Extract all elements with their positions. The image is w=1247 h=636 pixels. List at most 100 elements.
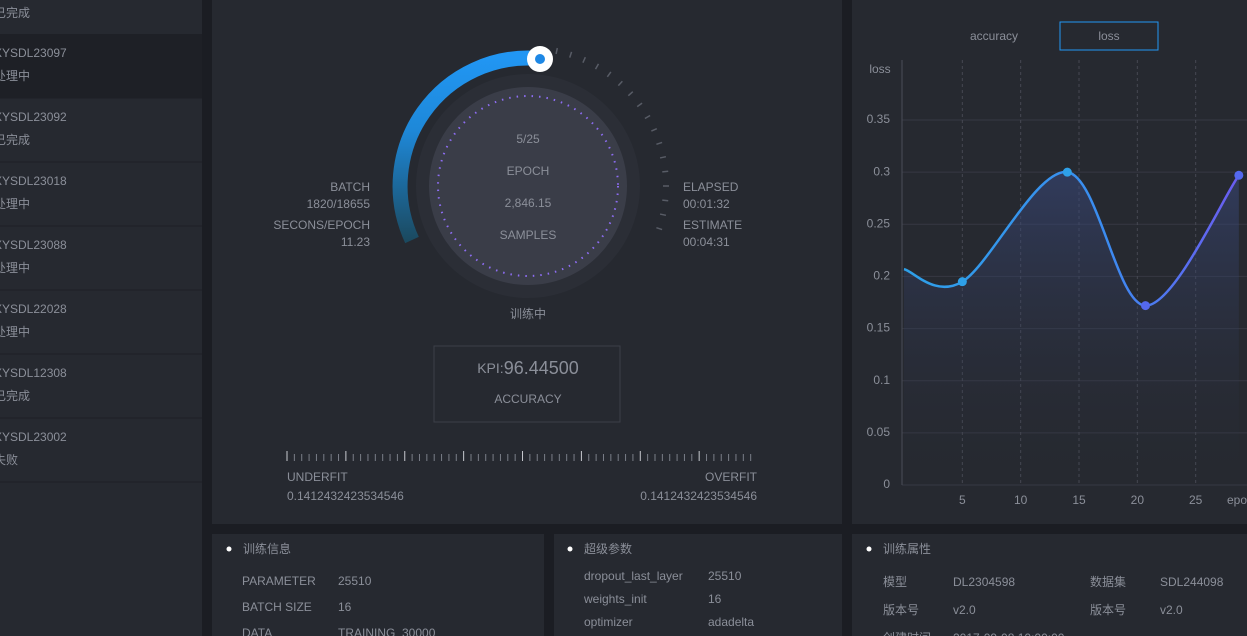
gauge-knob-dot	[535, 54, 545, 64]
gauge-tick	[617, 80, 623, 87]
gauge-tick	[582, 56, 587, 63]
attrs-panel	[852, 534, 1247, 636]
field-value: v2.0	[1160, 603, 1183, 617]
stat-label: BATCH	[330, 180, 370, 194]
epoch: 5/25	[516, 132, 540, 146]
stat-label: ESTIMATE	[683, 218, 742, 232]
field-label: 版本号	[1090, 603, 1126, 617]
task-panel	[0, 0, 202, 636]
task-id: XYSDL22028	[0, 302, 67, 316]
kpi: KPI:96.44500	[477, 358, 579, 378]
field-label: PARAMETER	[242, 574, 316, 588]
task-status: 已完成	[0, 132, 30, 147]
panel-title: 超级参数	[584, 541, 632, 556]
kpi-value: 96.44500	[504, 358, 579, 378]
x-tick-label: 5	[959, 493, 966, 507]
field-value: SDL244098	[1160, 575, 1224, 589]
stat-value: 1820/18655	[307, 197, 371, 211]
kpi-prefix: KPI:	[477, 360, 503, 376]
loss-chart: loss 0 0.05 0.1 0.15 0.2 0.25 0.3 0.35 5 10 15 20 25 e…	[867, 60, 1247, 507]
task-id: XYSDL23088	[0, 238, 67, 252]
gauge-face	[429, 87, 627, 285]
loss-point	[1141, 301, 1150, 311]
field-label: 创建时间	[883, 631, 931, 636]
y-tick-label: 0.2	[873, 269, 890, 283]
field-label: weights_init	[583, 592, 647, 606]
field-label: 版本号	[883, 603, 919, 617]
loss-point	[1234, 170, 1244, 180]
gauge	[392, 46, 640, 298]
y-tick-label: 0.1	[873, 373, 890, 387]
task-status: 处理中	[0, 324, 30, 339]
gauge-tick	[659, 213, 667, 217]
task-id: XYSDL23097	[0, 46, 67, 60]
x-tick-label: 10	[1014, 493, 1028, 507]
field-label: dropout_last_layer	[584, 569, 683, 583]
field-value: 25510	[338, 574, 372, 588]
gauge-tick	[659, 155, 667, 159]
task-status: 失败	[0, 452, 18, 467]
gauge-tick	[656, 141, 663, 145]
stat-value: 11.23	[341, 235, 370, 249]
stat-value: 00:01:32	[683, 197, 730, 211]
y-tick-label: 0.25	[867, 216, 891, 230]
samples-label: SAMPLES	[500, 228, 557, 242]
fit-label: OVERFIT	[705, 470, 758, 484]
gauge-arc	[392, 50, 541, 244]
field-label: 模型	[883, 575, 907, 589]
hyper-panel	[554, 534, 842, 636]
gauge-tick	[555, 47, 559, 55]
task-status: 处理中	[0, 260, 30, 275]
x-tick-label: 20	[1131, 493, 1145, 507]
task-status: 处理中	[0, 196, 30, 211]
stat-value: 00:04:31	[683, 235, 730, 249]
bullet	[567, 546, 573, 552]
task-id: XYSDL23092	[0, 110, 67, 124]
gauge-tick	[606, 71, 612, 78]
kpi-box	[433, 345, 621, 423]
gauge-tick	[636, 102, 643, 108]
fit-label: UNDERFIT	[287, 470, 348, 484]
y-tick-label: 0.35	[867, 112, 891, 126]
x-tick-label: 25	[1189, 493, 1203, 507]
task-status: 处理中	[0, 68, 30, 83]
gauge-tick	[662, 199, 669, 202]
fit-value: 0.1412432423534546	[640, 489, 757, 503]
field-value: 16	[338, 600, 352, 614]
tab[interactable]: loss	[1098, 29, 1119, 43]
loss-area	[904, 172, 1239, 485]
y-tick-label: 0.15	[867, 321, 891, 335]
stat-label: SECONS/EPOCH	[273, 218, 370, 232]
task-id: XYSDL12308	[0, 366, 67, 380]
bullet	[866, 546, 872, 552]
gauge-tick	[651, 127, 658, 132]
field-value: 2017-09-08 10:00:00	[953, 631, 1065, 636]
y-axis-label: loss	[869, 62, 890, 76]
field-value: TRAINING_30000	[338, 626, 436, 636]
epoch-label: EPOCH	[507, 164, 550, 178]
y-tick-label: 0.3	[873, 164, 890, 178]
field-label: BATCH SIZE	[242, 600, 312, 614]
task-status: 已完成	[0, 5, 30, 20]
gauge-tick	[627, 91, 634, 97]
gauge-tick	[662, 170, 669, 173]
y-tick-label: 0.05	[867, 425, 891, 439]
loss-point	[1062, 167, 1072, 177]
tab-active[interactable]	[1059, 21, 1159, 51]
bullet	[226, 546, 232, 552]
stat-label: ELAPSED	[683, 180, 739, 194]
field-value: 25510	[708, 569, 742, 583]
field-value: 16	[708, 592, 722, 606]
field-label: DATA	[242, 626, 272, 636]
gauge-tick	[569, 51, 573, 58]
samples: 2,846.15	[505, 196, 552, 210]
gauge-tick	[656, 227, 663, 231]
task-status: 已完成	[0, 388, 30, 403]
tab[interactable]: accuracy	[970, 29, 1018, 43]
gauge-dots	[437, 95, 619, 277]
x-tick-label: 15	[1072, 493, 1086, 507]
field-value: DL2304598	[953, 575, 1015, 589]
gauge-tick	[594, 63, 600, 70]
field-value: adadelta	[708, 615, 754, 629]
